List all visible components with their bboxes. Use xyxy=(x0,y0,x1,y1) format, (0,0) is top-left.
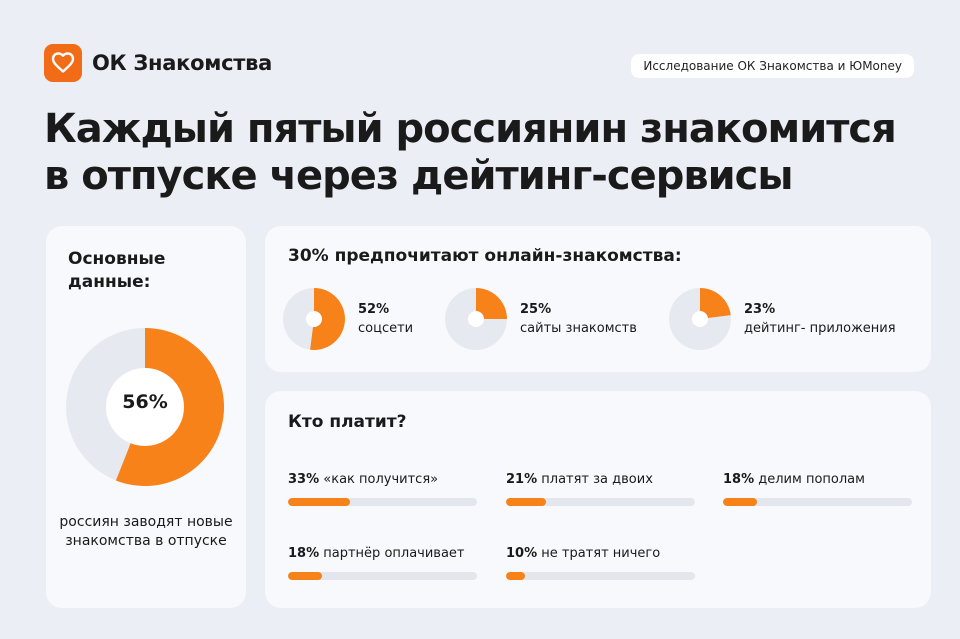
pay-item-pay-for-two: 21% платят за двоих xyxy=(506,472,695,506)
pay-item-label: платят за двоих xyxy=(541,472,653,487)
pay-bar-fill xyxy=(506,572,525,580)
pay-item-spend-nothing: 10% не тратят ничего xyxy=(506,546,695,580)
main-stat-title: Основные данные: xyxy=(68,249,166,292)
online-item-sites: 25% сайты знакомств xyxy=(445,288,637,350)
online-item-apps: 23% дейтинг- приложения xyxy=(669,288,896,350)
online-dating-card: 30% предпочитают онлайн-знакомства: 52% … xyxy=(265,226,931,372)
online-slice xyxy=(476,288,507,319)
apps-donut-chart xyxy=(669,288,731,350)
pay-bar-track xyxy=(506,572,695,580)
main-stat-donut-chart xyxy=(66,328,224,486)
heart-chat-icon xyxy=(44,44,82,82)
donut-hole xyxy=(468,311,484,327)
online-item-label: соцсети xyxy=(358,321,414,336)
pay-item-label: делим пополам xyxy=(758,472,865,487)
online-slice xyxy=(700,288,731,319)
online-slice xyxy=(310,288,345,350)
main-stat-value: 56% xyxy=(122,391,168,413)
online-dating-title: 30% предпочитают онлайн-знакомства: xyxy=(288,246,682,266)
who-pays-card: Кто платит? 33% «как получится» 21% плат… xyxy=(265,391,931,608)
donut-hole xyxy=(306,311,322,327)
headline-line-2: в отпуске через дейтинг-сервисы xyxy=(44,153,794,199)
pay-bar-fill xyxy=(288,498,351,506)
pay-bar-fill xyxy=(288,572,323,580)
online-item-pct: 52% xyxy=(358,302,390,317)
pay-item-label: не тратят ничего xyxy=(541,546,661,561)
source-badge: Исследование ОК Знакомства и ЮMoney xyxy=(631,54,914,78)
brand-name: ОК Знакомства xyxy=(92,51,272,75)
pay-item-partner-pays: 18% партнёр оплачивает xyxy=(288,546,477,580)
donut-hole xyxy=(106,368,184,446)
pay-bar-track xyxy=(288,572,477,580)
who-pays-title: Кто платит? xyxy=(288,412,407,432)
pay-item-pct: 18% xyxy=(288,546,320,561)
pay-item-pct: 18% xyxy=(723,472,755,487)
main-stat-caption: россиян заводят новые знакомства в отпус… xyxy=(59,514,233,549)
pay-bar-track xyxy=(506,498,695,506)
pay-item-label: партнёр оплачивает xyxy=(323,546,465,561)
pay-bar-track xyxy=(288,498,477,506)
pay-item-pct: 10% xyxy=(506,546,538,561)
brand-logo: ОК Знакомства xyxy=(44,44,272,82)
online-item-label: сайты знакомств xyxy=(520,321,637,336)
online-item-social: 52% соцсети xyxy=(283,288,413,350)
pay-bar-fill xyxy=(723,498,758,506)
social-donut-chart xyxy=(283,288,345,350)
headline-line-1: Каждый пятый россиянин знакомится xyxy=(44,106,897,152)
online-item-pct: 23% xyxy=(744,302,776,317)
online-item-pct: 25% xyxy=(520,302,552,317)
pay-item-split: 18% делим пополам xyxy=(723,472,912,506)
main-stat-card: Основные данные: 56% россиян заводят нов… xyxy=(46,226,246,608)
donut-hole xyxy=(692,311,708,327)
online-item-label: дейтинг- приложения xyxy=(744,321,896,336)
pay-item-pct: 33% xyxy=(288,472,320,487)
pay-item-as-it-goes: 33% «как получится» xyxy=(288,472,477,506)
sites-donut-chart xyxy=(445,288,507,350)
pay-bar-fill xyxy=(506,498,546,506)
pay-item-label: «как получится» xyxy=(323,472,439,487)
page-title: Каждый пятый россиянин знакомится в отпу… xyxy=(44,106,924,200)
pay-bar-track xyxy=(723,498,912,506)
pay-item-pct: 21% xyxy=(506,472,538,487)
